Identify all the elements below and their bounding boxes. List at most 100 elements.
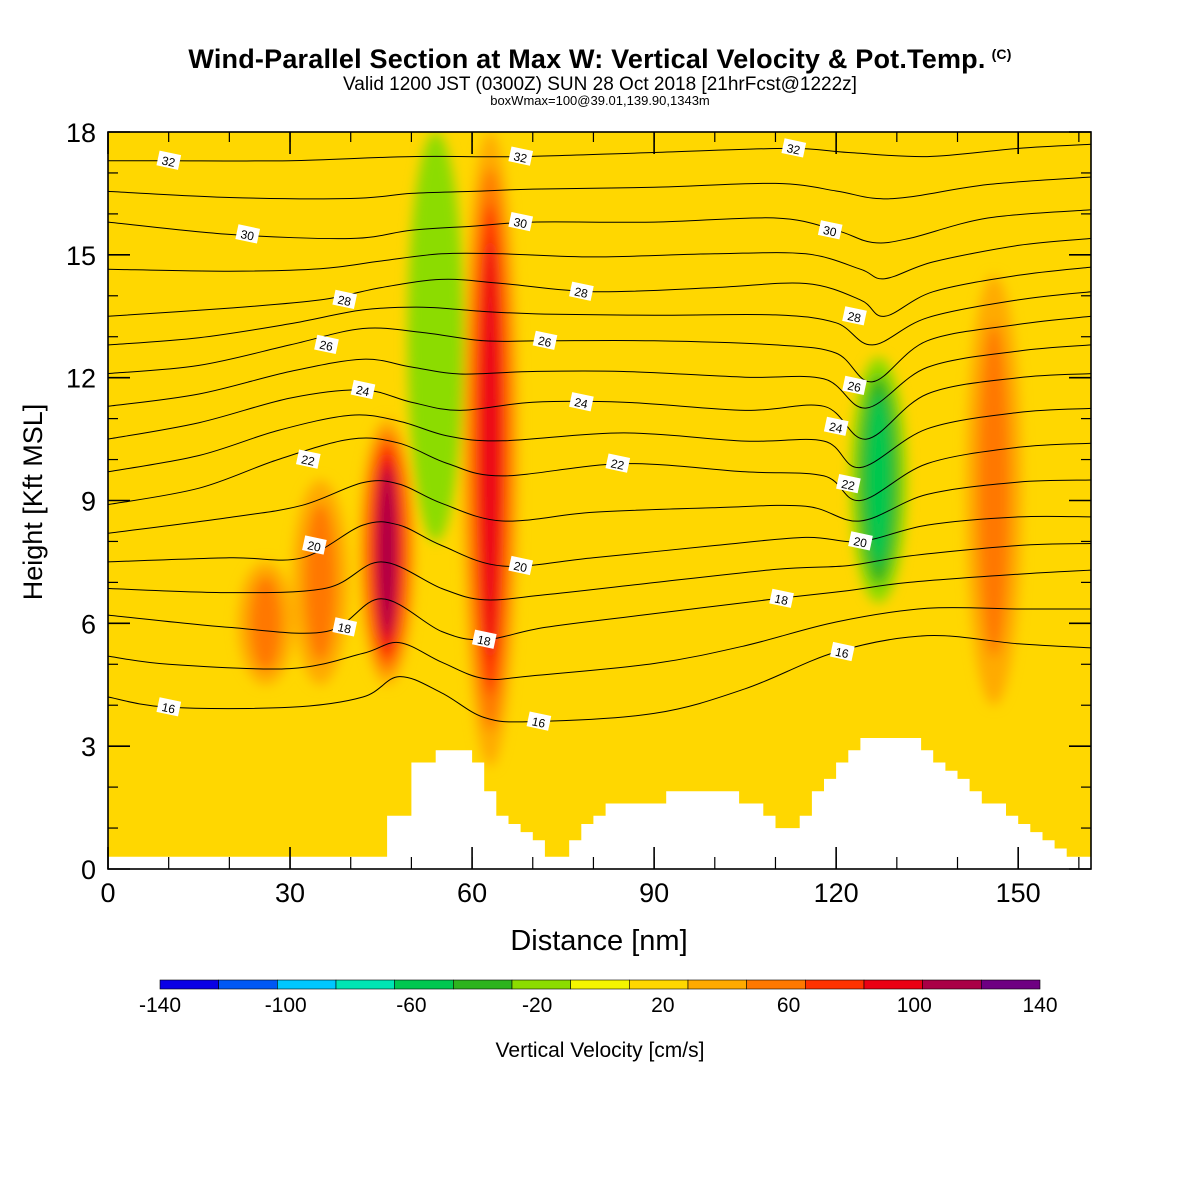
isentrope-28 (108, 266, 1091, 317)
isentrope-label-box (302, 535, 327, 555)
updraft-cell-3-1 (249, 575, 282, 671)
colorbar-swatch (570, 979, 630, 990)
isentrope-label-box (781, 138, 807, 158)
chart-title: Wind-Parallel Section at Max W: Vertical… (0, 44, 1200, 75)
isentrope-30 (108, 209, 1091, 244)
isentrope-label: 18 (332, 617, 358, 637)
updraft-cell-2-1 (304, 503, 337, 662)
isentrope-label: 32 (508, 146, 534, 166)
isentrope-label: 28 (569, 281, 594, 301)
isentrope-label: 28 (332, 289, 358, 310)
isentrope-label: 26 (314, 334, 339, 354)
isentrope-label-text: 28 (336, 293, 352, 310)
isentrope-label: 16 (156, 697, 182, 717)
isentrope-intermediate-3 (108, 407, 1091, 473)
colorbar-swatch (394, 979, 454, 990)
updraft-cell-4-0 (407, 132, 464, 542)
isentrope-label-text: 18 (773, 592, 789, 609)
isentrope-label-text: 22 (610, 456, 626, 473)
isentrope-label-box (769, 588, 794, 608)
isentrope-label-box (532, 330, 558, 350)
isentrope-label: 26 (842, 375, 867, 396)
isentrope-label-box (332, 617, 358, 637)
isentrope-label: 24 (350, 379, 376, 400)
colorbar-swatch (629, 979, 689, 990)
isentrope-label-text: 18 (476, 632, 492, 649)
isentrope-label: 16 (829, 641, 855, 662)
isentrope-label-box (508, 146, 534, 166)
isentrope-label-text: 30 (239, 227, 255, 244)
y-tick-label: 15 (66, 241, 96, 271)
contour-labels: 16 16 16 18 18 18 20 20 20 22 22 22 24 24 24 26 26 26 28 28… (156, 138, 873, 731)
isentrope-label: 32 (156, 150, 182, 170)
isentrope-label: 20 (302, 535, 327, 555)
potential-temperature-contours (108, 143, 1091, 723)
isentrope-label-text: 32 (512, 149, 528, 166)
isentrope-22 (108, 437, 1091, 506)
colorbar-tick-label: -60 (396, 994, 426, 1017)
isentrope-18 (108, 569, 1091, 641)
isentrope-24 (108, 373, 1091, 440)
isentrope-label: 20 (508, 555, 534, 576)
y-tick-label: 6 (81, 609, 96, 639)
colorbar-swatch (218, 979, 278, 990)
isentrope-label-text: 20 (852, 534, 868, 551)
colorbar-swatch (159, 979, 219, 990)
isentrope-label-text: 16 (834, 645, 850, 662)
y-tick-label: 3 (81, 732, 96, 762)
isentrope-label-box (350, 379, 376, 400)
y-tick-label: 12 (66, 364, 96, 394)
isentrope-label-box (842, 306, 867, 326)
isentrope-label: 30 (235, 224, 261, 244)
isentrope-label: 20 (848, 531, 873, 551)
colorbar-tick-label: 100 (897, 994, 932, 1017)
x-tick-label: 90 (639, 878, 669, 908)
isentrope-26 (108, 315, 1091, 383)
colorbar-swatch (277, 979, 337, 990)
isentrope-label-text: 22 (300, 452, 316, 469)
colorbar-tick-label: 140 (1022, 994, 1057, 1017)
colorbar-swatch (805, 979, 865, 990)
colorbar-swatch (863, 979, 923, 990)
isentrope-label: 24 (823, 416, 849, 436)
colorbar-tick-label: -100 (265, 994, 307, 1017)
chart-title-text: Wind-Parallel Section at Max W: Vertical… (188, 44, 986, 74)
colorbar-swatch (453, 979, 513, 990)
x-axis-label: Distance [nm] (510, 925, 687, 957)
isentrope-label-text: 18 (336, 620, 352, 637)
y-tick-label: 9 (81, 487, 96, 517)
isentrope-label-text: 28 (573, 284, 589, 301)
isentrope-label-box (605, 453, 631, 473)
isentrope-label-box (471, 629, 497, 649)
vertical-velocity-field (108, 132, 1091, 869)
isentrope-label-box (235, 224, 261, 244)
colorbar-label: Vertical Velocity [cm/s] (496, 1039, 705, 1062)
isentrope-20 (108, 515, 1091, 567)
colorbar-swatch (511, 979, 571, 990)
isentrope-label-box (842, 375, 867, 396)
copyright-tag: (C) (991, 46, 1012, 62)
isentrope-label-box (156, 150, 182, 170)
isentrope-label: 26 (532, 330, 558, 350)
chart-subtitle: Valid 1200 JST (0300Z) SUN 28 Oct 2018 [… (343, 74, 857, 95)
colorbar-tick-label: 20 (651, 994, 674, 1017)
isentrope-intermediate-4 (108, 344, 1091, 409)
isentrope-label-text: 26 (846, 379, 862, 396)
isentrope-label-text: 20 (512, 559, 528, 576)
isentrope-label-box (823, 416, 849, 436)
colorbar-swatch (687, 979, 747, 990)
isentrope-label-text: 16 (161, 700, 177, 717)
isentrope-intermediate-7 (108, 176, 1091, 200)
isentrope-label: 18 (471, 629, 497, 649)
y-tick-label: 0 (81, 855, 96, 885)
isentrope-label-text: 22 (840, 477, 856, 494)
isentrope-label-text: 32 (786, 141, 802, 158)
isentrope-label: 30 (508, 211, 534, 232)
isentrope-label-box (848, 531, 873, 551)
x-tick-label: 150 (996, 878, 1041, 908)
isentrope-label: 16 (526, 711, 552, 731)
colorbar-swatch (981, 979, 1041, 990)
isentrope-label-box (508, 211, 534, 232)
x-axis: 0 30 60 90 120 150 (100, 132, 1080, 908)
field-background (108, 132, 1091, 869)
